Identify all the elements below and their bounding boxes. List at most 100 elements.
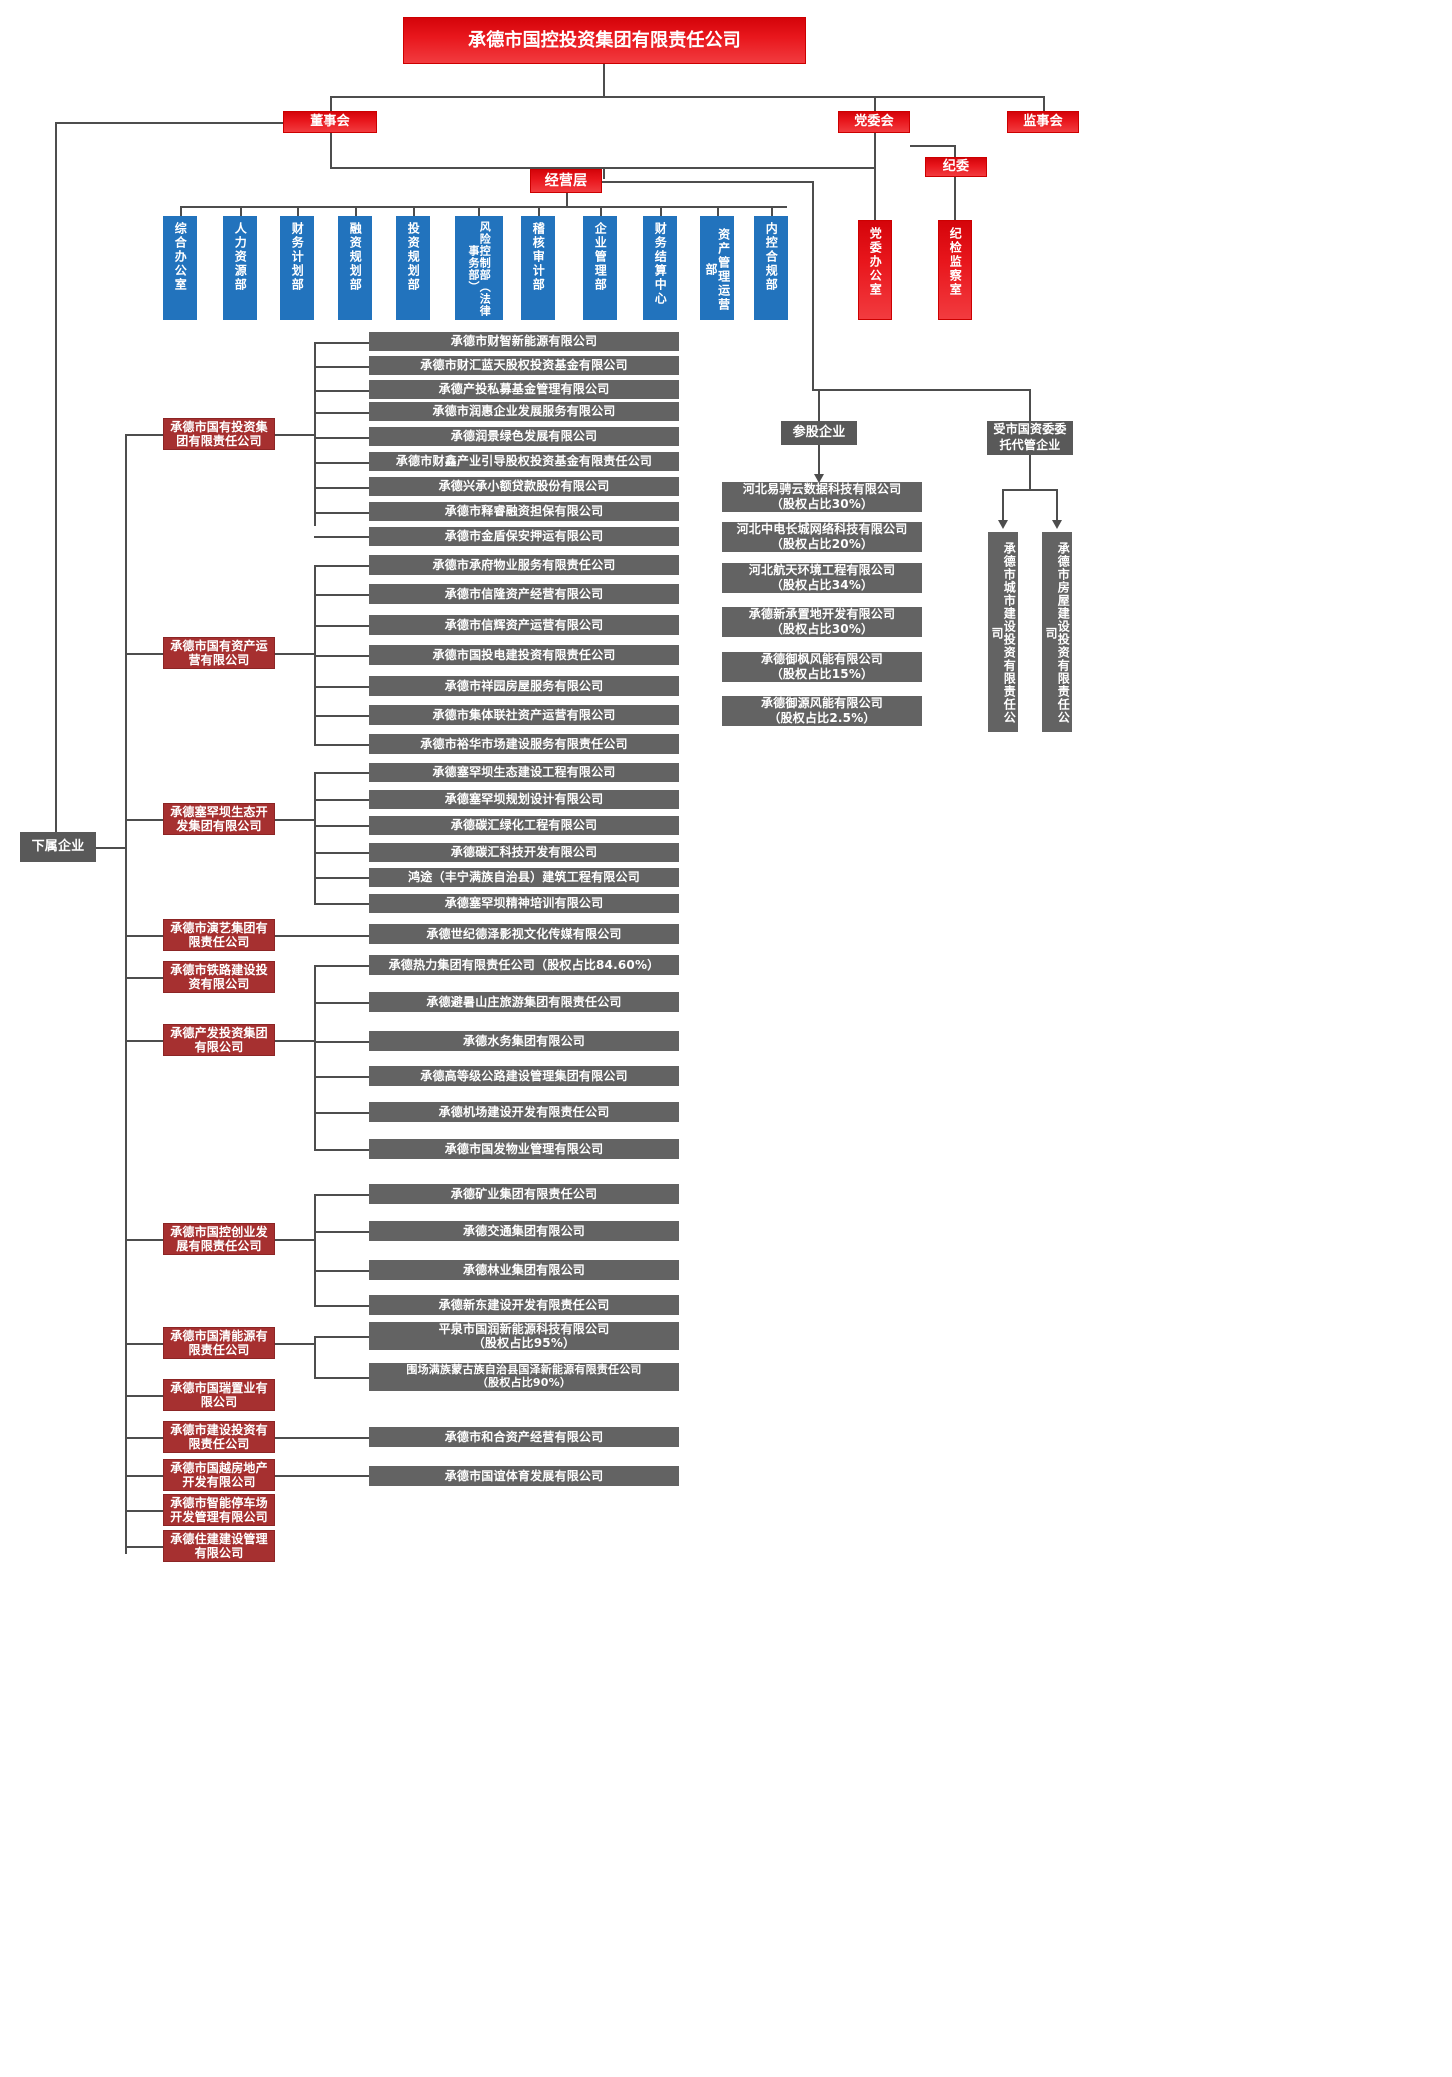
company-box[interactable]: 承德市信隆资产经营有限公司 <box>369 584 679 604</box>
entrusted-company-box[interactable]: 承德市城市建设投资有限责任公司 <box>988 532 1018 732</box>
discipline-committee-box[interactable]: 纪委 <box>925 157 987 177</box>
connector <box>314 1305 369 1307</box>
company-box[interactable]: 承德新东建设开发有限责任公司 <box>369 1295 679 1315</box>
company-box[interactable]: 承德市释睿融资担保有限公司 <box>369 502 679 521</box>
connector <box>314 1336 369 1338</box>
connector <box>275 1475 369 1477</box>
connector <box>314 799 369 801</box>
company-box[interactable]: 承德市承府物业服务有限责任公司 <box>369 555 679 575</box>
company-box[interactable]: 承德高等级公路建设管理集团有限公司 <box>369 1066 679 1086</box>
connector <box>478 206 480 216</box>
equity-company-box[interactable]: 承德新承置地开发有限公司 （股权占比30%） <box>722 607 922 637</box>
company-box[interactable]: 承德避暑山庄旅游集团有限责任公司 <box>369 992 679 1012</box>
connector <box>55 122 283 124</box>
group-parent-box[interactable]: 承德市国瑞置业有限公司 <box>163 1379 275 1411</box>
equity-company-box[interactable]: 河北航天环境工程有限公司 （股权占比34%） <box>722 563 922 593</box>
connector <box>314 772 316 904</box>
company-box[interactable]: 承德产投私募基金管理有限公司 <box>369 380 679 399</box>
company-box[interactable]: 承德塞罕坝规划设计有限公司 <box>369 790 679 809</box>
connector <box>125 434 163 436</box>
group-parent-box[interactable]: 承德市建设投资有限责任公司 <box>163 1421 275 1453</box>
management-layer-box[interactable]: 经营层 <box>530 169 602 193</box>
supervisory-board-box[interactable]: 监事会 <box>1007 111 1079 133</box>
connector <box>1043 96 1045 111</box>
equity-company-box[interactable]: 河北中电长城网络科技有限公司 （股权占比20%） <box>722 522 922 552</box>
dept-general-office[interactable]: 综合办公室 <box>163 216 197 320</box>
entrusted-company-box[interactable]: 承德市房屋建设投资有限责任公司 <box>1042 532 1072 732</box>
party-committee-box[interactable]: 党委会 <box>838 111 910 133</box>
company-box[interactable]: 承德市润惠企业发展服务有限公司 <box>369 402 679 421</box>
company-box[interactable]: 承德市金盾保安押运有限公司 <box>369 527 679 546</box>
dept-audit[interactable]: 稽核审计部 <box>521 216 555 320</box>
company-box[interactable]: 承德市国谊体育发展有限公司 <box>369 1466 679 1486</box>
connector <box>275 1437 369 1439</box>
group-parent-box[interactable]: 承德产发投资集团有限公司 <box>163 1024 275 1056</box>
dept-investment-planning[interactable]: 投资规划部 <box>396 216 430 320</box>
connector <box>125 1546 163 1548</box>
equity-company-box[interactable]: 河北易骋云数据科技有限公司 （股权占比30%） <box>722 482 922 512</box>
connector <box>314 1377 369 1379</box>
entrusted-header-box[interactable]: 受市国资委委托代管企业 <box>987 421 1073 455</box>
company-box[interactable]: 承德碳汇绿化工程有限公司 <box>369 816 679 835</box>
company-box[interactable]: 围场满族蒙古族自治县国泽新能源有限责任公司 （股权占比90%） <box>369 1363 679 1391</box>
company-box[interactable]: 承德市财汇蓝天股权投资基金有限公司 <box>369 356 679 375</box>
dept-settlement-center[interactable]: 财务结算中心 <box>643 216 677 320</box>
company-box[interactable]: 承德市裕华市场建设服务有限责任公司 <box>369 734 679 754</box>
company-box[interactable]: 承德碳汇科技开发有限公司 <box>369 843 679 862</box>
equity-company-share: （股权占比34%） <box>770 578 874 592</box>
dept-risk-control-legal[interactable]: 风险控制部（法律事务部） <box>455 216 503 320</box>
company-box[interactable]: 承德塞罕坝生态建设工程有限公司 <box>369 763 679 782</box>
group-parent-box[interactable]: 承德市国控创业发展有限责任公司 <box>163 1223 275 1255</box>
party-committee-office-box[interactable]: 党委办公室 <box>858 220 892 320</box>
connector <box>275 1343 315 1345</box>
company-box[interactable]: 鸿途（丰宁满族自治县）建筑工程有限公司 <box>369 868 679 887</box>
company-box[interactable]: 平泉市国润新能源科技有限公司 （股权占比95%） <box>369 1322 679 1350</box>
dept-financing-planning[interactable]: 融资规划部 <box>338 216 372 320</box>
company-box[interactable]: 承德市国投电建投资有限责任公司 <box>369 645 679 665</box>
group-parent-box[interactable]: 承德市国清能源有限责任公司 <box>163 1327 275 1359</box>
company-box[interactable]: 承德市财智新能源有限公司 <box>369 332 679 351</box>
subsidiaries-hub-box[interactable]: 下属企业 <box>20 832 96 862</box>
group-parent-box[interactable]: 承德塞罕坝生态开发集团有限公司 <box>163 803 275 835</box>
connector <box>717 206 719 216</box>
company-box[interactable]: 承德市集体联社资产运营有限公司 <box>369 705 679 725</box>
company-box[interactable]: 承德市信辉资产运营有限公司 <box>369 615 679 635</box>
company-box[interactable]: 承德市财鑫产业引导股权投资基金有限责任公司 <box>369 452 679 471</box>
group-parent-box[interactable]: 承德市国有投资集团有限责任公司 <box>163 418 275 450</box>
equity-participation-header-box[interactable]: 参股企业 <box>781 421 857 445</box>
connector <box>314 686 369 688</box>
discipline-inspection-office-box[interactable]: 纪检监察室 <box>938 220 972 320</box>
dept-internal-control[interactable]: 内控合规部 <box>754 216 788 320</box>
company-box[interactable]: 承德矿业集团有限责任公司 <box>369 1184 679 1204</box>
group-parent-box[interactable]: 承德市国有资产运营有限公司 <box>163 637 275 669</box>
company-box[interactable]: 承德市国发物业管理有限公司 <box>369 1139 679 1159</box>
connector <box>275 1239 315 1241</box>
company-box[interactable]: 承德市和合资产经营有限公司 <box>369 1427 679 1447</box>
dept-enterprise-management[interactable]: 企业管理部 <box>583 216 617 320</box>
equity-company-box[interactable]: 承德御枫风能有限公司 （股权占比15%） <box>722 652 922 682</box>
company-box[interactable]: 承德林业集团有限公司 <box>369 1260 679 1280</box>
company-box[interactable]: 承德机场建设开发有限责任公司 <box>369 1102 679 1122</box>
dept-asset-operation[interactable]: 资产管理运营部 <box>700 216 734 320</box>
company-box[interactable]: 承德交通集团有限公司 <box>369 1221 679 1241</box>
group-parent-box[interactable]: 承德市演艺集团有限责任公司 <box>163 919 275 951</box>
connector <box>314 462 369 464</box>
root-company-box[interactable]: 承德市国控投资集团有限责任公司 <box>403 17 806 64</box>
company-box[interactable]: 承德热力集团有限责任公司（股权占比84.60%） <box>369 955 679 975</box>
equity-company-box[interactable]: 承德御源风能有限公司 （股权占比2.5%） <box>722 696 922 726</box>
connector <box>96 847 126 849</box>
group-parent-box[interactable]: 承德市智能停车场开发管理有限公司 <box>163 1494 275 1526</box>
dept-human-resources[interactable]: 人力资源部 <box>223 216 257 320</box>
connector <box>330 133 332 167</box>
company-box[interactable]: 承德世纪德泽影视文化传媒有限公司 <box>369 924 679 944</box>
group-parent-box[interactable]: 承德市国越房地产开发有限公司 <box>163 1459 275 1491</box>
company-box[interactable]: 承德市祥园房屋服务有限公司 <box>369 676 679 696</box>
group-parent-box[interactable]: 承德市铁路建设投资有限公司 <box>163 961 275 993</box>
company-box[interactable]: 承德塞罕坝精神培训有限公司 <box>369 894 679 913</box>
board-of-directors-box[interactable]: 董事会 <box>283 111 377 133</box>
group-parent-box[interactable]: 承德住建建设管理有限公司 <box>163 1530 275 1562</box>
company-box[interactable]: 承德水务集团有限公司 <box>369 1031 679 1051</box>
company-box[interactable]: 承德润景绿色发展有限公司 <box>369 427 679 446</box>
dept-finance-planning[interactable]: 财务计划部 <box>280 216 314 320</box>
company-box[interactable]: 承德兴承小额贷款股份有限公司 <box>369 477 679 496</box>
